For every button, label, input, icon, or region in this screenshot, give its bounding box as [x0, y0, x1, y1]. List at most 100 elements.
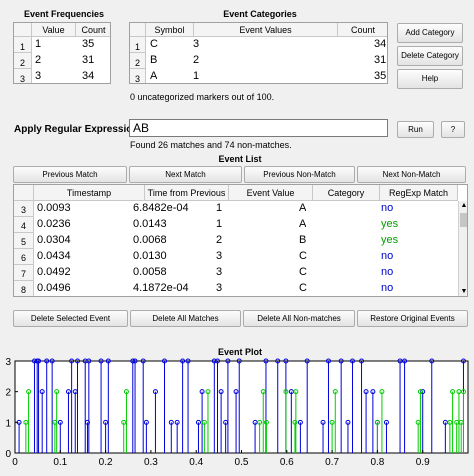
stem-marker [201, 419, 207, 425]
next-non-match-button[interactable]: Next Non-Match [357, 166, 466, 183]
column-header-regexp-match[interactable]: RegExp Match [380, 185, 458, 201]
regexp-match-cell[interactable]: no [381, 282, 394, 294]
y-tick-label: 2 [5, 388, 11, 399]
delete-category-button[interactable]: Delete Category [397, 46, 463, 66]
column-header-count[interactable]: Count [338, 23, 387, 37]
symbol-cell[interactable]: A [150, 70, 158, 82]
stem-marker [304, 358, 310, 364]
count-cell[interactable]: 34 [374, 38, 387, 50]
regexp-match-cell[interactable]: yes [381, 234, 399, 246]
stem-marker [420, 389, 426, 395]
regex-label: Apply Regular Expression: [14, 124, 142, 135]
y-tick-label: 3 [5, 357, 11, 368]
category-cell[interactable]: C [299, 266, 307, 278]
value-cell[interactable]: 1 [35, 38, 42, 50]
regexp-match-cell[interactable]: yes [381, 218, 399, 230]
event-list-table[interactable]: Timestamp Time from Previous Event Value… [13, 184, 468, 297]
timestamp-cell[interactable]: 0.0304 [37, 234, 71, 246]
stem-marker [338, 358, 344, 364]
stem-marker [105, 358, 111, 364]
count-cell[interactable]: 31 [82, 54, 95, 66]
stem-marker [460, 389, 466, 395]
event-value-cell[interactable]: 3 [216, 250, 223, 262]
count-cell[interactable]: 35 [82, 38, 95, 50]
count-cell[interactable]: 35 [374, 70, 387, 82]
column-header-event-value[interactable]: Event Value [229, 185, 313, 201]
category-cell[interactable]: B [299, 234, 307, 246]
row-number: 2 [130, 53, 146, 69]
count-cell[interactable]: 34 [82, 70, 95, 82]
event-frequencies-table[interactable]: Value Count 1 1 35 2 2 31 3 3 34 [13, 22, 111, 84]
column-header-symbol[interactable]: Symbol [146, 23, 194, 37]
stem-marker [185, 358, 191, 364]
event-value-cell[interactable]: 1 [216, 218, 223, 230]
stem-marker [132, 358, 138, 364]
scroll-up-arrow-icon[interactable]: ▲ [460, 202, 468, 209]
next-match-button[interactable]: Next Match [129, 166, 242, 183]
event-plot: 0 1 2 3 0 0.1 0.2 0.3 0.4 0.5 0.6 0.7 0.8 0.9 [0, 357, 474, 476]
event-values-cell[interactable]: 2 [193, 54, 200, 66]
regex-help-button[interactable]: ? [441, 121, 465, 138]
event-categories-table[interactable]: Symbol Event Values Count 1 C 3 34 2 B 2… [129, 22, 388, 84]
delete-all-matches-button[interactable]: Delete All Matches [130, 310, 241, 327]
stem-marker [292, 419, 298, 425]
value-cell[interactable]: 2 [35, 54, 42, 66]
column-header-count[interactable]: Count [76, 23, 110, 37]
regexp-match-cell[interactable]: no [381, 202, 394, 214]
timestamp-cell[interactable]: 0.0236 [37, 218, 71, 230]
time-from-previous-cell[interactable]: 0.0130 [133, 250, 167, 262]
stem-marker [236, 358, 242, 364]
event-values-cell[interactable]: 3 [193, 38, 200, 50]
event-list-title: Event List [218, 154, 262, 164]
delete-all-non-matches-button[interactable]: Delete All Non-matches [243, 310, 355, 327]
symbol-cell[interactable]: C [150, 38, 158, 50]
symbol-cell[interactable]: B [150, 54, 158, 66]
restore-original-events-button[interactable]: Restore Original Events [357, 310, 468, 327]
stem-marker [26, 389, 32, 395]
timestamp-cell[interactable]: 0.0492 [37, 266, 71, 278]
stem-marker [75, 358, 81, 364]
time-from-previous-cell[interactable]: 0.0068 [133, 234, 167, 246]
column-header-timestamp[interactable]: Timestamp [34, 185, 145, 201]
event-value-cell[interactable]: 3 [216, 282, 223, 294]
previous-match-button[interactable]: Previous Match [13, 166, 127, 183]
regex-input[interactable]: AB [129, 119, 388, 137]
regexp-match-cell[interactable]: no [381, 266, 394, 278]
scroll-down-arrow-icon[interactable]: ▼ [460, 288, 468, 295]
timestamp-cell[interactable]: 0.0093 [37, 202, 71, 214]
vertical-scrollbar[interactable]: ▲ ▼ [458, 201, 468, 296]
column-header-time-from-previous[interactable]: Time from Previous [145, 185, 229, 201]
event-value-cell[interactable]: 3 [216, 266, 223, 278]
timestamp-cell[interactable]: 0.0496 [37, 282, 71, 294]
run-button[interactable]: Run [397, 121, 434, 138]
delete-selected-event-button[interactable]: Delete Selected Event [13, 310, 128, 327]
row-number: 7 [14, 265, 34, 281]
stem-marker [195, 419, 201, 425]
category-cell[interactable]: C [299, 282, 307, 294]
category-cell[interactable]: A [299, 202, 307, 214]
regexp-match-cell[interactable]: no [381, 250, 394, 262]
timestamp-cell[interactable]: 0.0434 [37, 250, 71, 262]
event-value-cell[interactable]: 2 [216, 234, 223, 246]
time-from-previous-cell[interactable]: 0.0143 [133, 218, 167, 230]
event-value-cell[interactable]: 1 [216, 202, 223, 214]
scrollbar-thumb[interactable] [460, 213, 467, 227]
time-from-previous-cell[interactable]: 4.1872e-04 [133, 282, 189, 294]
previous-non-match-button[interactable]: Previous Non-Match [244, 166, 355, 183]
column-header-value[interactable]: Value [32, 23, 76, 37]
value-cell[interactable]: 3 [35, 70, 42, 82]
help-button[interactable]: Help [397, 69, 463, 89]
time-from-previous-cell[interactable]: 6.8482e-04 [133, 202, 189, 214]
stem-marker [214, 358, 220, 364]
category-cell[interactable]: C [299, 250, 307, 262]
add-category-button[interactable]: Add Category [397, 23, 463, 43]
column-header-event-values[interactable]: Event Values [194, 23, 338, 37]
event-values-cell[interactable]: 1 [193, 70, 200, 82]
stem-marker [379, 389, 385, 395]
stem-marker [205, 389, 211, 395]
category-cell[interactable]: A [299, 218, 307, 230]
column-header-category[interactable]: Category [313, 185, 380, 201]
time-from-previous-cell[interactable]: 0.0058 [133, 266, 167, 278]
row-number: 3 [14, 201, 34, 217]
count-cell[interactable]: 31 [374, 54, 387, 66]
